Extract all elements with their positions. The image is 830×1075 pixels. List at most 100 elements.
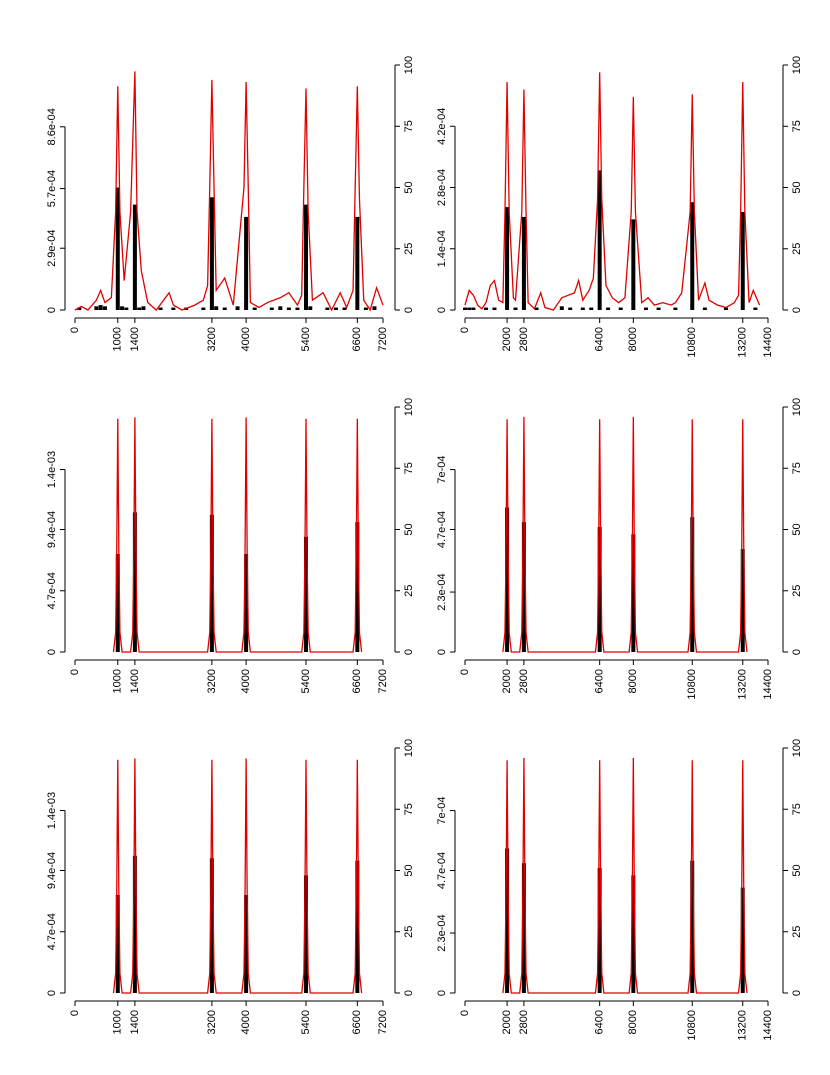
y-tick-label: 0 bbox=[436, 990, 448, 996]
y2-tick-label: 25 bbox=[791, 926, 803, 938]
x-tick-label: 2000 bbox=[501, 327, 513, 351]
x-tick-label: 6600 bbox=[351, 1010, 363, 1034]
y-tick-label: 4.7e-04 bbox=[46, 572, 58, 609]
bar bbox=[753, 307, 758, 310]
bar bbox=[618, 307, 623, 310]
bar bbox=[492, 307, 497, 310]
x-tick-label: 8000 bbox=[627, 1010, 639, 1034]
y-tick-label: 0 bbox=[436, 307, 448, 313]
y-tick-label: 9.4e-04 bbox=[46, 511, 58, 548]
bar bbox=[158, 307, 163, 310]
density-curve bbox=[74, 71, 384, 312]
y2-tick-label: 75 bbox=[791, 803, 803, 815]
y2-tick-label: 0 bbox=[791, 307, 803, 313]
x-tick-label: 3200 bbox=[206, 1010, 218, 1034]
x-tick-label: 1000 bbox=[112, 327, 124, 351]
density-curve bbox=[112, 758, 363, 994]
y-tick-label: 4.7e-04 bbox=[436, 852, 448, 889]
bar bbox=[631, 219, 636, 310]
bar bbox=[631, 875, 636, 993]
bar bbox=[656, 307, 661, 310]
y-tick-label: 7e-04 bbox=[436, 455, 448, 483]
bar bbox=[597, 868, 602, 993]
bar bbox=[631, 534, 636, 652]
bar bbox=[597, 170, 602, 310]
y2-tick-label: 0 bbox=[403, 307, 415, 313]
bar bbox=[589, 307, 594, 310]
bar bbox=[463, 307, 467, 310]
x-tick-label: 10800 bbox=[686, 327, 698, 358]
y2-tick-label: 100 bbox=[791, 56, 803, 74]
bar bbox=[214, 306, 219, 310]
y-tick-label: 4.7e-04 bbox=[436, 511, 448, 548]
y2-tick-label: 25 bbox=[791, 243, 803, 255]
y-tick-label: 1.4e-03 bbox=[46, 451, 58, 488]
bar bbox=[690, 517, 695, 652]
x-tick-label: 0 bbox=[69, 327, 81, 333]
x-tick-label: 8000 bbox=[627, 669, 639, 693]
y2-tick-label: 100 bbox=[403, 739, 415, 757]
y-tick-label: 2.3e-04 bbox=[436, 573, 448, 610]
y2-tick-label: 25 bbox=[403, 926, 415, 938]
bar bbox=[222, 307, 227, 310]
x-tick-label: 3200 bbox=[206, 327, 218, 351]
x-tick-label: 4000 bbox=[240, 327, 252, 351]
bar bbox=[702, 307, 707, 310]
bar bbox=[723, 307, 728, 310]
bar bbox=[137, 307, 142, 310]
bar bbox=[355, 860, 360, 993]
bar bbox=[740, 887, 745, 993]
bar bbox=[333, 307, 338, 310]
x-tick-label: 8000 bbox=[627, 327, 639, 351]
bar bbox=[235, 306, 240, 310]
y-tick-label: 0 bbox=[436, 649, 448, 655]
x-tick-label: 5400 bbox=[300, 1010, 312, 1034]
density-curve bbox=[464, 72, 761, 311]
bar bbox=[355, 522, 360, 652]
bar bbox=[740, 212, 745, 310]
y2-tick-label: 100 bbox=[403, 398, 415, 416]
bar bbox=[132, 204, 137, 310]
x-tick-label: 10800 bbox=[686, 1010, 698, 1041]
y-tick-label: 0 bbox=[46, 990, 58, 996]
bar bbox=[325, 307, 330, 310]
y-tick-label: 7e-04 bbox=[436, 796, 448, 824]
bar bbox=[597, 527, 602, 652]
y-tick-label: 9.4e-04 bbox=[46, 852, 58, 889]
bar bbox=[244, 895, 249, 993]
bar bbox=[513, 307, 518, 310]
bar bbox=[209, 858, 214, 993]
bar bbox=[484, 307, 489, 310]
bar bbox=[521, 522, 526, 652]
bar bbox=[505, 507, 510, 652]
x-tick-label: 0 bbox=[459, 1010, 471, 1016]
x-tick-label: 7200 bbox=[377, 669, 389, 693]
y2-tick-label: 50 bbox=[403, 181, 415, 193]
density-curve bbox=[502, 757, 748, 994]
bar bbox=[141, 306, 146, 310]
bar bbox=[244, 554, 249, 652]
bar bbox=[568, 307, 573, 310]
bar bbox=[559, 306, 564, 310]
bar bbox=[115, 187, 120, 310]
x-tick-label: 14400 bbox=[762, 669, 774, 700]
bar bbox=[115, 895, 120, 993]
y-tick-label: 5.7e-04 bbox=[46, 170, 58, 207]
x-tick-label: 4000 bbox=[240, 669, 252, 693]
bar bbox=[120, 306, 125, 310]
y2-tick-label: 50 bbox=[791, 181, 803, 193]
x-tick-label: 4000 bbox=[240, 1010, 252, 1034]
bar bbox=[94, 306, 99, 310]
x-tick-label: 6600 bbox=[351, 327, 363, 351]
bar bbox=[505, 207, 510, 310]
x-tick-label: 7200 bbox=[377, 327, 389, 351]
x-tick-label: 3200 bbox=[206, 669, 218, 693]
x-tick-label: 0 bbox=[69, 669, 81, 675]
bar bbox=[521, 863, 526, 993]
bar bbox=[209, 197, 214, 310]
bar bbox=[98, 305, 103, 310]
bar bbox=[269, 307, 274, 310]
y-tick-label: 4.7e-04 bbox=[46, 913, 58, 950]
bar bbox=[132, 512, 137, 652]
